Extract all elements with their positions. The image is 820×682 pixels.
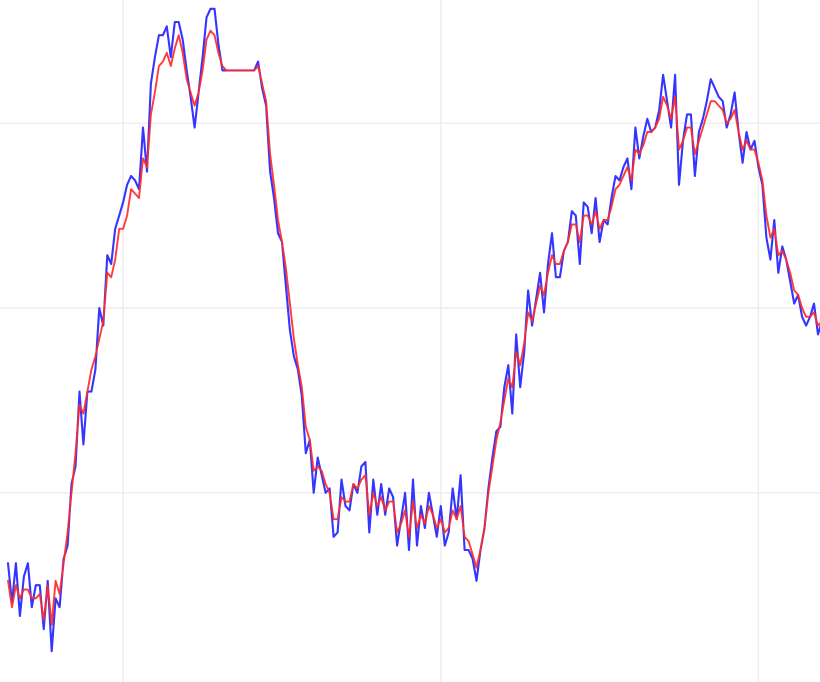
series-layer bbox=[6, 7, 820, 653]
series-line-blue bbox=[6, 7, 820, 653]
series-line-red bbox=[7, 29, 820, 626]
